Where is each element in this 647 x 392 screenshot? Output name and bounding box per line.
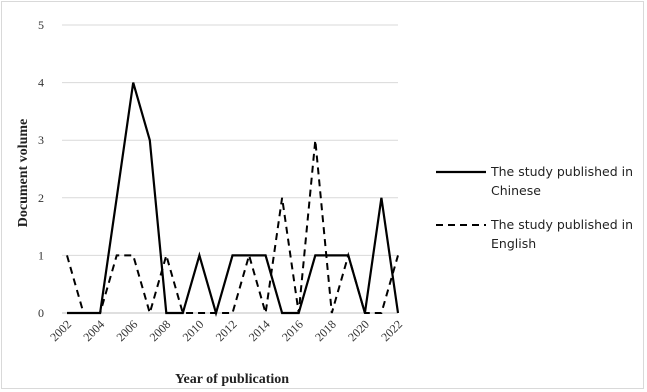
y-tick-label: 0 (38, 306, 44, 320)
y-axis-title: Document volume (16, 119, 31, 228)
series-line-english (66, 140, 399, 317)
x-tick-label: 2012 (213, 317, 240, 344)
x-tick-label: 2014 (246, 317, 273, 344)
x-tick-label: 2006 (113, 317, 140, 344)
y-tick-label: 5 (38, 18, 44, 32)
legend-label: The study published in (490, 164, 633, 179)
x-tick-label: 2010 (180, 317, 207, 344)
y-tick-label: 3 (38, 133, 44, 147)
legend-label: Chinese (491, 183, 541, 198)
x-tick-label: 2008 (147, 317, 174, 344)
x-axis-title: Year of publication (175, 372, 289, 387)
series-lines (66, 82, 400, 317)
legend-label: The study published in (490, 217, 633, 232)
y-tick-label: 1 (38, 248, 44, 262)
x-tick-labels: 2002 2004 2006 2008 2010 2012 2014 2016 2018 2020… (47, 317, 405, 344)
legend: The study published in Chinese The study p… (436, 164, 633, 251)
x-tick-label: 2002 (47, 317, 74, 344)
y-tick-label: 2 (38, 191, 44, 205)
y-tick-label: 4 (38, 76, 44, 90)
legend-label: English (491, 236, 536, 251)
x-tick-label: 2022 (378, 317, 405, 344)
y-tick-labels: 0 1 2 3 4 5 (38, 18, 44, 320)
x-tick-label: 2004 (80, 317, 107, 344)
x-tick-label: 2016 (279, 317, 306, 344)
x-tick-label: 2020 (345, 317, 372, 344)
series-line-chinese (67, 82, 400, 317)
x-tick-label: 2018 (312, 317, 339, 344)
